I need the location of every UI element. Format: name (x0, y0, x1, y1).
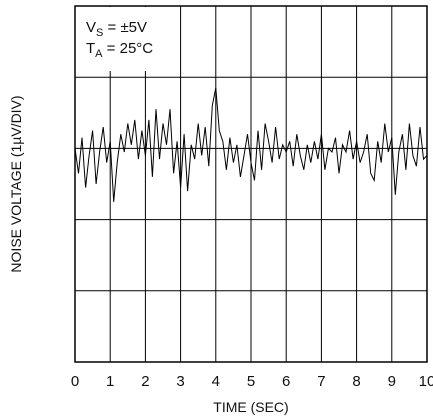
x-tick-labels: 0 1 2 3 4 5 6 7 8 9 10 (71, 373, 433, 390)
x-tick-label: 1 (106, 373, 114, 390)
ta-main: T (86, 40, 95, 57)
vs-sub: S (96, 27, 103, 39)
ta-sub: A (95, 48, 103, 60)
x-axis-title: TIME (SEC) (213, 399, 288, 415)
x-tick-label: 10 (419, 373, 433, 390)
y-axis-title: NOISE VOLTAGE (1µV/DIV) (8, 95, 24, 272)
noise-trace (74, 87, 428, 202)
vs-main: V (86, 19, 96, 36)
plot-frame (74, 5, 428, 363)
x-tick-label: 2 (141, 373, 149, 390)
annotation-box: VS = ±5V TA = 25°C (76, 7, 168, 71)
x-tick-label: 3 (176, 373, 184, 390)
vs-value: = ±5V (103, 19, 147, 36)
x-tick-label: 0 (71, 373, 79, 390)
vs-annotation: VS = ±5V (86, 19, 147, 39)
x-tick-label: 5 (247, 373, 255, 390)
x-tick-label: 7 (317, 373, 325, 390)
ta-annotation: TA = 25°C (86, 40, 153, 60)
annotation-background (76, 7, 168, 71)
x-tick-label: 8 (352, 373, 360, 390)
ta-value: = 25°C (103, 40, 154, 57)
x-tick-label: 6 (282, 373, 290, 390)
grid (75, 6, 427, 362)
x-tick-label: 4 (212, 373, 220, 390)
x-tick-label: 9 (388, 373, 396, 390)
